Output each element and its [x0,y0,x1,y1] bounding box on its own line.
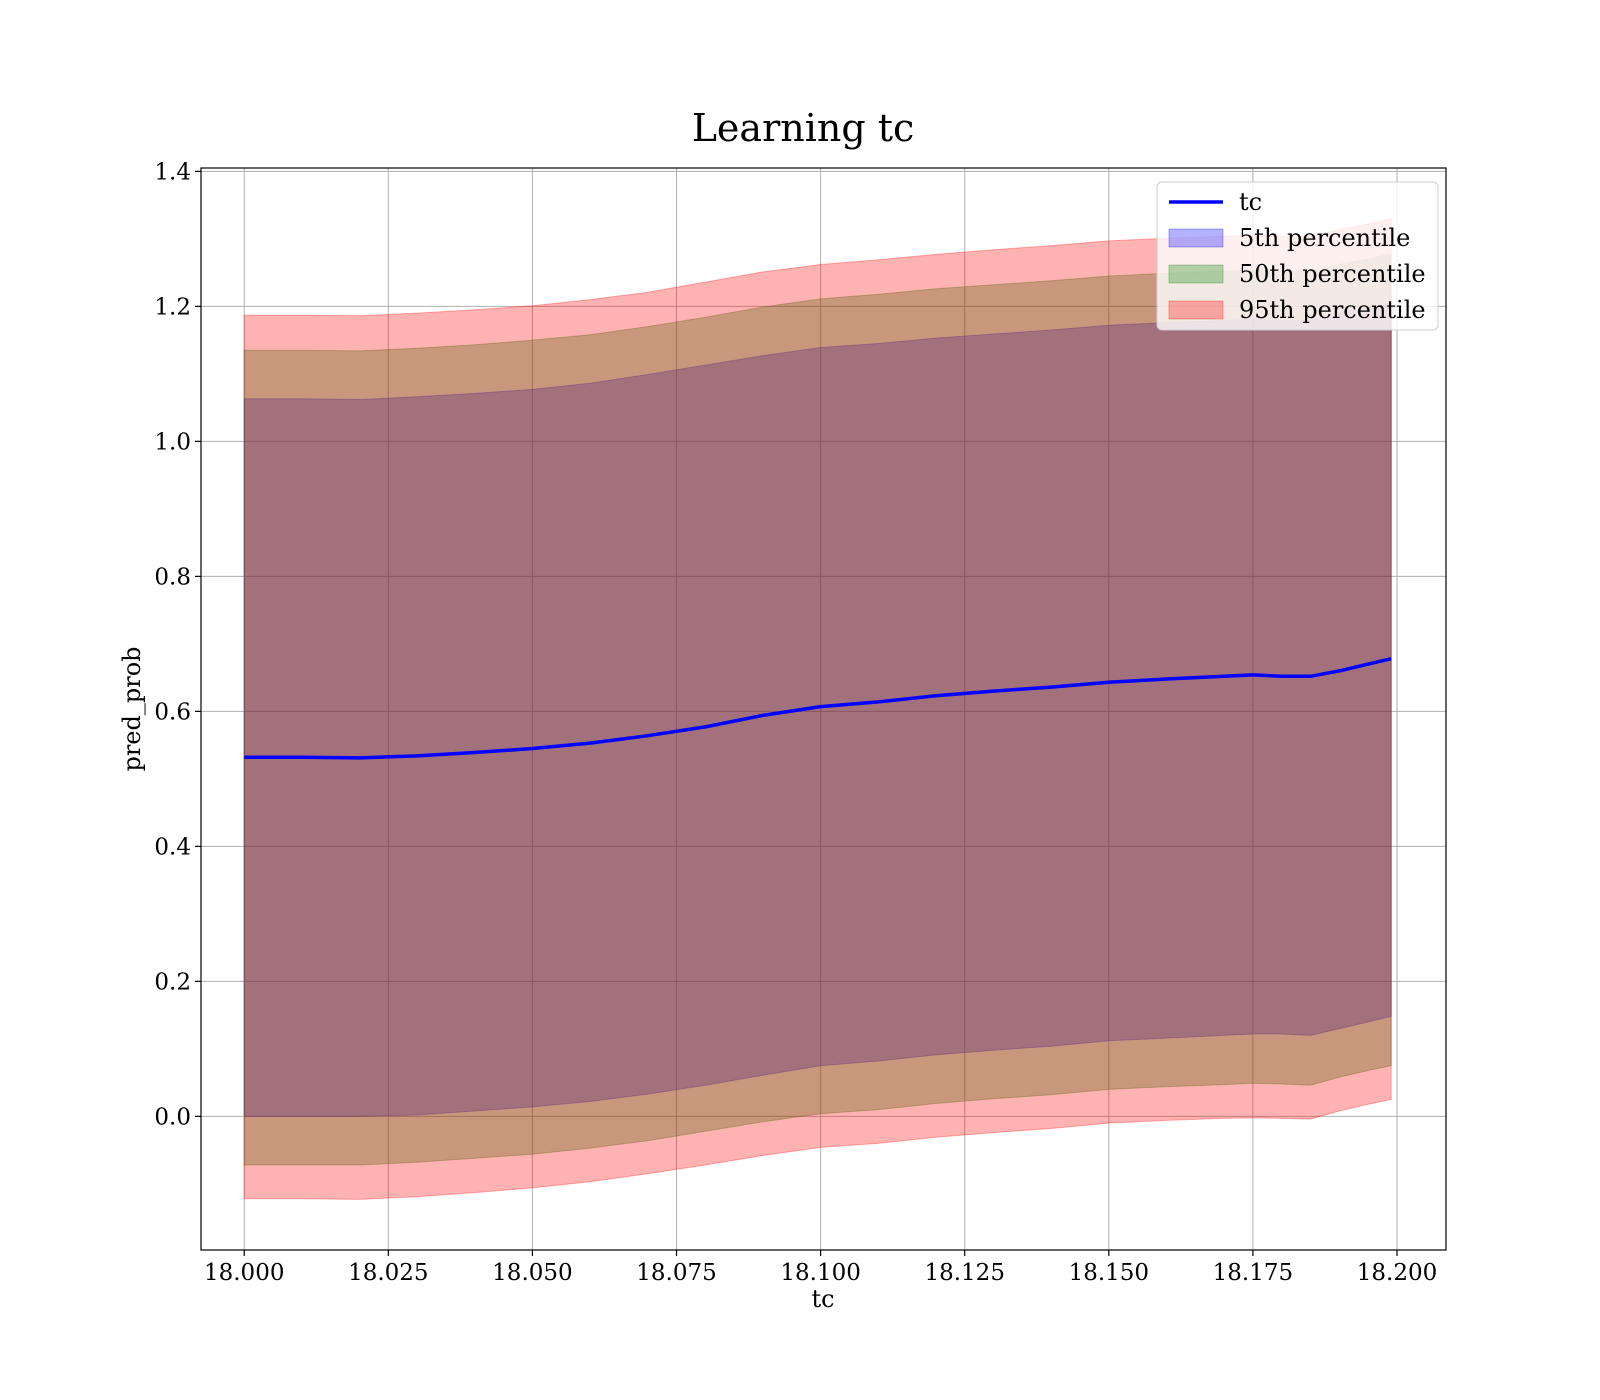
series-line-tc [244,656,1392,760]
y-tick-label: 1.4 [154,159,191,185]
x-tick-label: 18.200 [1357,1260,1437,1286]
chart-title: Learning tc [692,106,915,150]
legend-item: 95th percentile [1168,296,1426,324]
y-tick-label: 1.0 [154,429,191,455]
x-tick-label: 18.150 [1069,1260,1149,1286]
x-tick-label: 18.125 [924,1260,1004,1286]
legend-item: 5th percentile [1168,224,1410,252]
legend-box [1156,181,1439,331]
y-tick-label: 0.8 [154,564,191,590]
y-tick-label: 0.2 [154,969,191,995]
legend-item: 50th percentile [1168,260,1426,288]
y-tick-label: 0.4 [154,834,191,860]
y-axis: 0.0 0.2 0.4 0.6 0.8 1.0 1.2 1.4 [154,159,201,1130]
legend-label: tc [1239,188,1262,216]
x-axis: 18.000 18.025 18.050 18.075 18.100 18.125 18.1… [204,1250,1437,1286]
legend-patch-swatch [1168,228,1224,248]
band-50th-percentile [243,253,1392,1166]
plot-background [201,168,1446,1250]
y-tick-label: 0.0 [154,1104,191,1130]
legend-patch-swatch [1168,300,1224,320]
legend-label: 95th percentile [1239,296,1426,324]
x-tick-label: 18.025 [348,1260,428,1286]
x-tick-label: 18.075 [636,1260,716,1286]
plot-frame [200,167,1447,1251]
y-tick-label: 0.6 [154,699,191,725]
line-layer [244,656,1392,760]
band-5th-percentile [243,302,1392,1117]
legend-label: 50th percentile [1239,260,1426,288]
x-tick-label: 18.000 [204,1260,284,1286]
legend-label: 5th percentile [1239,224,1410,252]
legend-patch-swatch [1168,264,1224,284]
x-tick-label: 18.050 [492,1260,572,1286]
y-tick-label: 1.2 [154,294,191,320]
band-95th-percentile [243,217,1392,1200]
x-tick-label: 18.100 [780,1260,860,1286]
band-layer [243,217,1392,1200]
x-axis-label: tc [811,1285,834,1313]
legend-item: tc [1169,188,1262,216]
plot-area [200,167,1447,1251]
y-axis-label: pred_prob [118,646,146,771]
x-tick-label: 18.175 [1213,1260,1293,1286]
legend: tc 5th percentile 50th percentile 95th perc… [1156,181,1439,331]
